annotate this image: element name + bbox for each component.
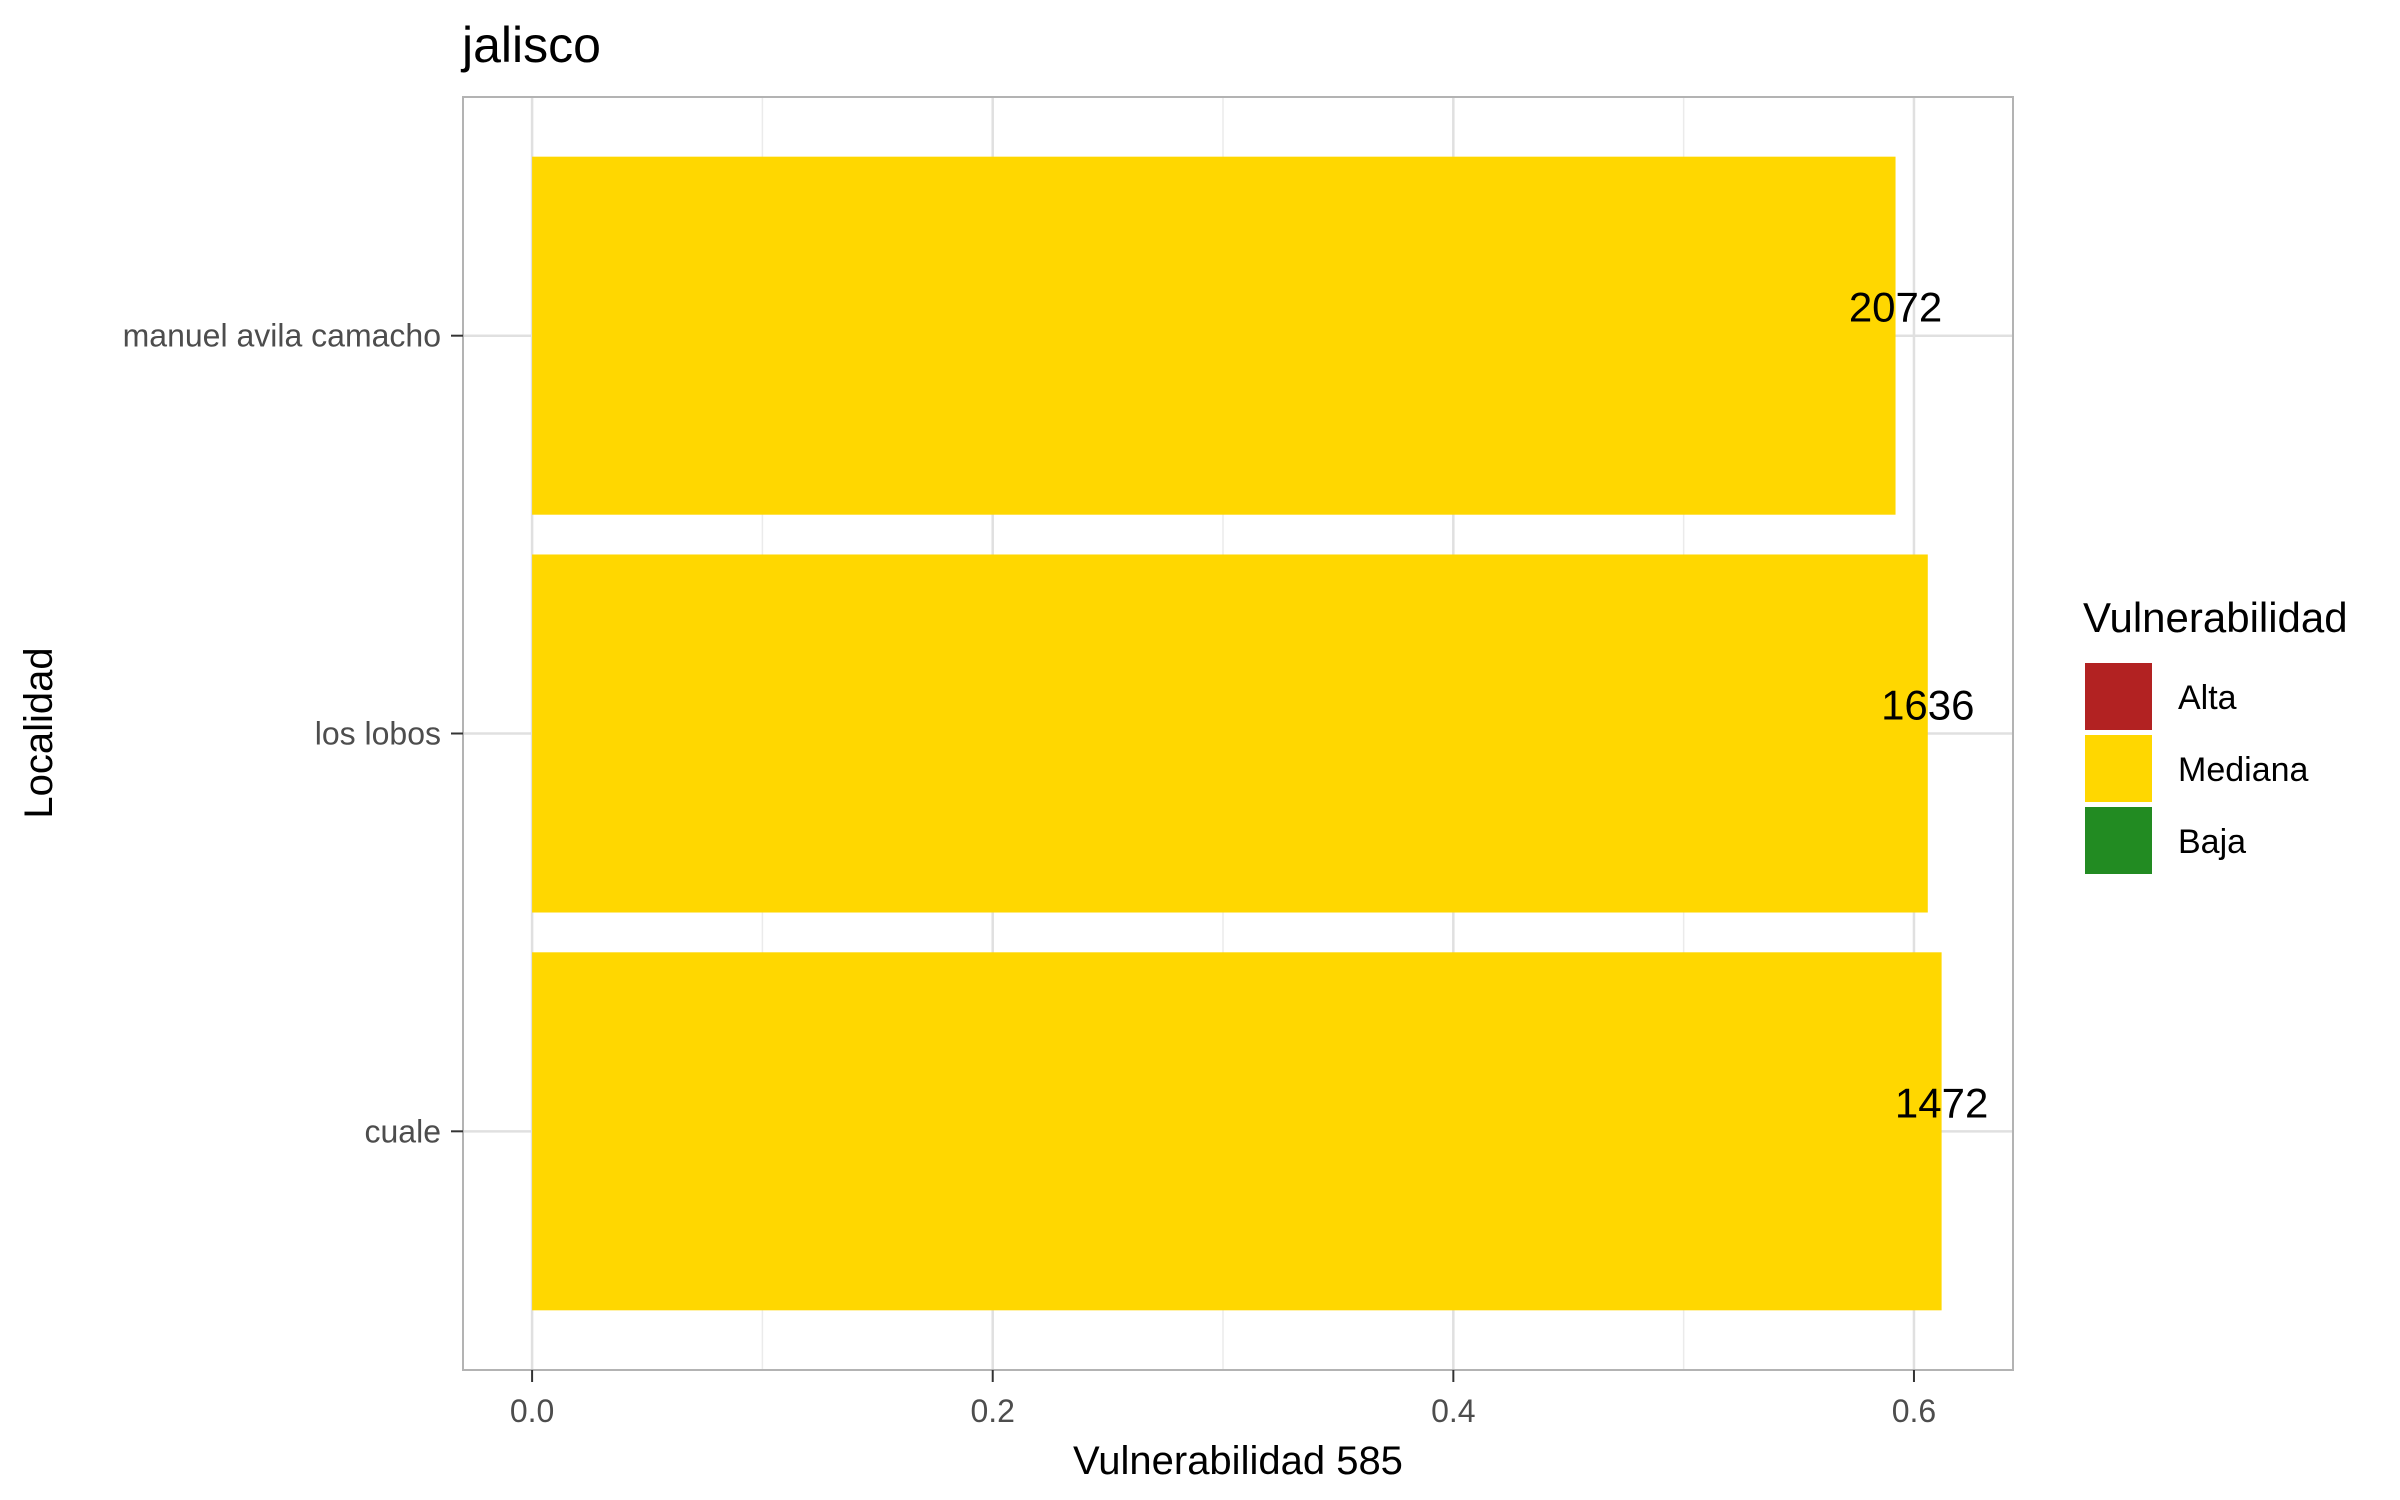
y-axis-ticks: cuale los lobos manuel avila camacho [123,318,463,1149]
legend: Vulnerabilidad Alta Mediana Baja [2083,594,2348,874]
data-label: 1636 [1881,682,1974,729]
legend-title: Vulnerabilidad [2083,594,2348,641]
y-tick-label: manuel avila camacho [123,318,441,354]
legend-label: Mediana [2178,751,2309,789]
bar-manuel-avila-camacho [532,156,1896,515]
data-label: 2072 [1849,284,1942,331]
bars [532,156,1942,1311]
x-tick-label: 0.4 [1431,1393,1475,1429]
x-axis-ticks: 0.0 0.2 0.4 0.6 [510,1370,1936,1429]
x-tick-label: 0.0 [510,1393,554,1429]
x-tick-label: 0.6 [1892,1393,1936,1429]
legend-label: Baja [2178,823,2246,861]
x-tick-label: 0.2 [970,1393,1014,1429]
chart-title: jalisco [460,17,601,73]
legend-swatch [2085,807,2152,874]
y-tick-label: cuale [365,1113,442,1149]
data-label: 1472 [1895,1079,1988,1126]
bar-los-lobos [532,554,1928,913]
y-tick-label: los lobos [315,716,441,752]
legend-label: Alta [2178,679,2237,717]
data-labels: 1472 1636 2072 [1849,284,1988,1127]
bar-cuale [532,952,1942,1311]
legend-swatch [2085,735,2152,802]
x-axis-title: Vulnerabilidad 585 [1073,1439,1403,1483]
legend-swatch [2085,663,2152,730]
y-axis-title: Localidad [17,647,61,818]
